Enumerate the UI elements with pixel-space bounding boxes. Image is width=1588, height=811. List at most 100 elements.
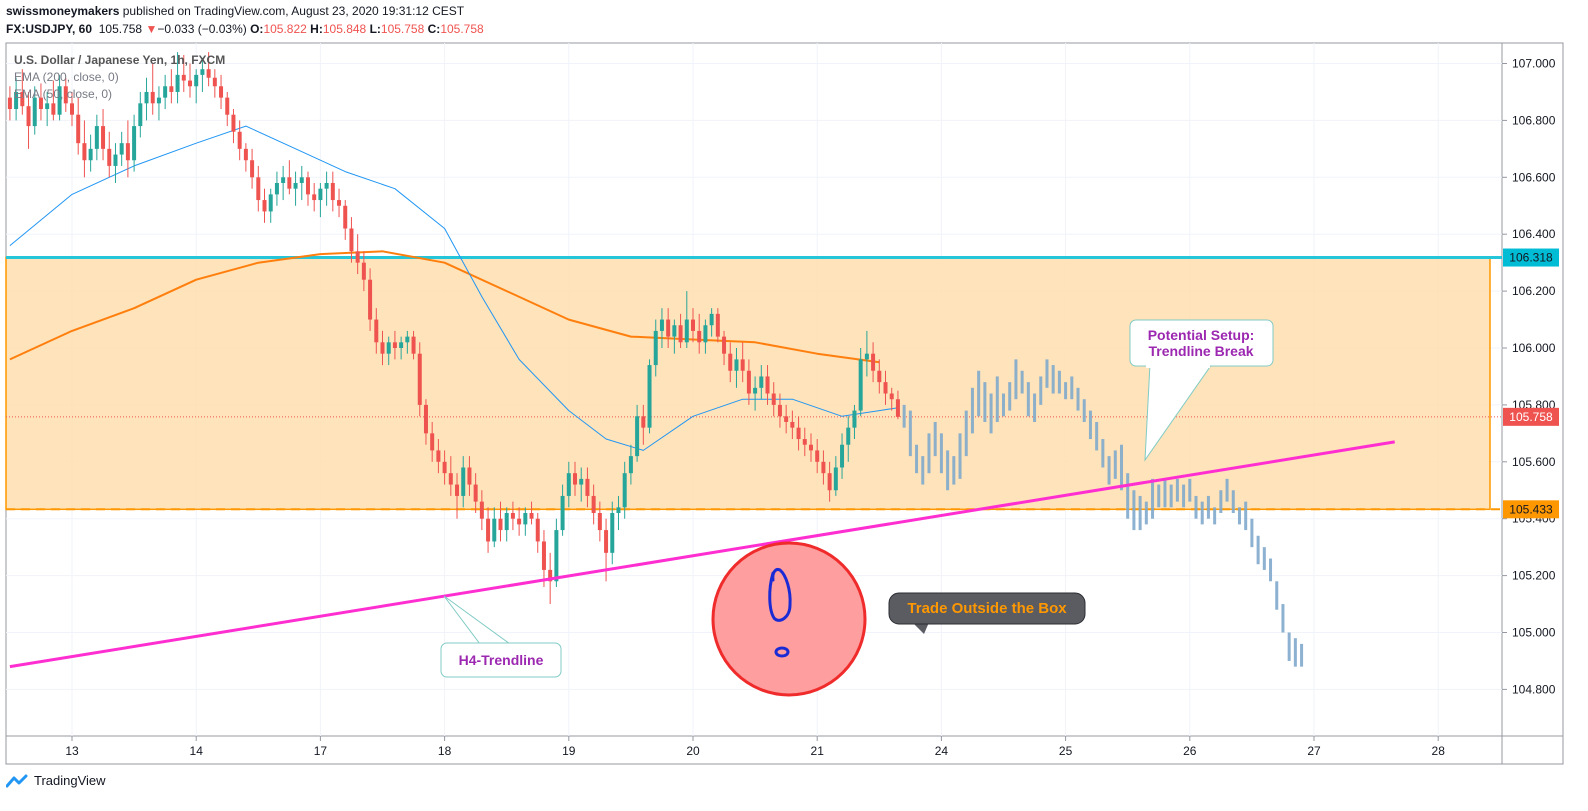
projection-bar xyxy=(946,450,950,491)
ema200-layer xyxy=(9,250,880,364)
candle-body xyxy=(473,484,478,502)
projection-bar xyxy=(1219,490,1223,514)
candle-body xyxy=(821,461,826,474)
candle-body xyxy=(517,518,522,525)
candle-body xyxy=(591,495,596,514)
candle-body xyxy=(206,69,211,78)
candle-body xyxy=(262,200,267,212)
candle-body xyxy=(510,513,515,519)
candle-body xyxy=(840,444,845,468)
price-axis[interactable]: 107.000 106.800 106.600 106.400 106.200 106.0… xyxy=(1502,57,1556,697)
candle-body xyxy=(541,541,546,570)
trendline-callout-box[interactable] xyxy=(440,642,562,678)
projection-bar xyxy=(1033,393,1037,422)
candle-body xyxy=(653,330,658,366)
projection-bar xyxy=(1281,604,1285,633)
projection-bar xyxy=(1269,558,1273,582)
candle-body xyxy=(728,353,733,371)
projection-bar xyxy=(939,433,943,474)
legend-ema200[interactable]: EMA (200, close, 0) xyxy=(14,70,119,84)
projection-bar xyxy=(1051,365,1055,394)
projection-bar xyxy=(902,404,906,428)
publish-info: swissmoneymakers published on TradingVie… xyxy=(6,4,464,18)
candle-body xyxy=(187,80,192,87)
projection-bar xyxy=(1151,478,1155,519)
candle-body xyxy=(380,342,385,354)
candle-body xyxy=(237,131,242,149)
candle-body xyxy=(175,74,180,92)
candle-body xyxy=(864,353,869,360)
projection-bar xyxy=(983,382,987,422)
candle-body xyxy=(771,393,776,405)
h4-trendline[interactable] xyxy=(9,440,1395,669)
candle-body xyxy=(777,404,782,417)
projection-bar xyxy=(1300,643,1304,667)
y-tick-label: 105.000 xyxy=(1512,626,1556,640)
candle-body xyxy=(169,86,174,92)
projection-bar xyxy=(995,376,999,422)
projection-bar xyxy=(958,433,962,479)
ema200-line xyxy=(9,250,880,364)
setup-callout-text-line1: Potential Setup: xyxy=(1148,327,1255,343)
candle-body xyxy=(759,376,764,388)
footer: TradingView xyxy=(6,773,106,788)
projection-bar xyxy=(1119,444,1123,491)
projection-bar xyxy=(1250,518,1254,548)
candle-body xyxy=(895,399,900,417)
candle-body xyxy=(666,319,671,337)
brand-name[interactable]: TradingView xyxy=(34,773,106,788)
candle-body xyxy=(392,342,397,348)
open-value: 105.822 xyxy=(263,22,307,36)
alert-circle-icon xyxy=(711,541,867,697)
candle-body xyxy=(610,513,615,553)
candle-body xyxy=(287,177,292,189)
box-callout-box[interactable] xyxy=(888,592,1086,625)
projection-bar xyxy=(1008,382,1012,411)
candle-body xyxy=(461,467,466,496)
exclamation-stroke-icon xyxy=(768,568,792,622)
candle-body xyxy=(45,103,50,110)
x-tick-label: 26 xyxy=(1183,744,1197,758)
candle-body xyxy=(219,86,224,98)
projection-bar xyxy=(1200,501,1204,525)
projection-bar xyxy=(1237,507,1241,525)
change-arrow-icon: ▼ xyxy=(145,22,158,36)
candle-body xyxy=(94,126,99,149)
projection-bar xyxy=(915,444,919,474)
projection-bar xyxy=(1138,495,1142,531)
published-text: published on TradingView.com, August 23,… xyxy=(122,4,465,18)
projection-bar xyxy=(1057,370,1061,394)
candle-body xyxy=(144,91,149,104)
candle-body xyxy=(101,126,106,149)
candle-body xyxy=(715,313,720,337)
candle-body xyxy=(442,461,447,474)
candle-body xyxy=(324,182,329,189)
candle-body xyxy=(256,177,261,201)
candle-body xyxy=(883,382,888,394)
candle-body xyxy=(38,97,43,110)
candle-body xyxy=(796,427,801,440)
projection-bar xyxy=(1231,490,1235,514)
y-tick-label: 105.200 xyxy=(1512,569,1556,583)
time-axis[interactable]: 13 14 17 18 19 20 21 24 25 26 27 28 xyxy=(65,736,1445,758)
projection-bar xyxy=(1101,439,1105,468)
candle-body xyxy=(628,456,633,474)
candle-body xyxy=(119,143,124,155)
candle-body xyxy=(802,439,807,445)
tradingview-logo-icon[interactable] xyxy=(6,774,30,788)
candle-body xyxy=(889,393,894,400)
candle-body xyxy=(125,143,130,161)
x-tick-label: 14 xyxy=(190,744,204,758)
x-tick-label: 28 xyxy=(1432,744,1446,758)
candle-body xyxy=(7,97,12,110)
box-callout-text: Trade Outside the Box xyxy=(907,600,1067,617)
projection-bar xyxy=(1194,495,1198,519)
candle-body xyxy=(523,513,528,525)
price-label-bg xyxy=(1503,248,1559,267)
legend-ema50[interactable]: EMA (50, close, 0) xyxy=(14,87,113,101)
candle-body xyxy=(871,353,876,371)
publisher-name[interactable]: swissmoneymakers xyxy=(6,4,120,18)
y-tick-label: 104.800 xyxy=(1512,682,1556,696)
candle-body xyxy=(423,404,428,434)
